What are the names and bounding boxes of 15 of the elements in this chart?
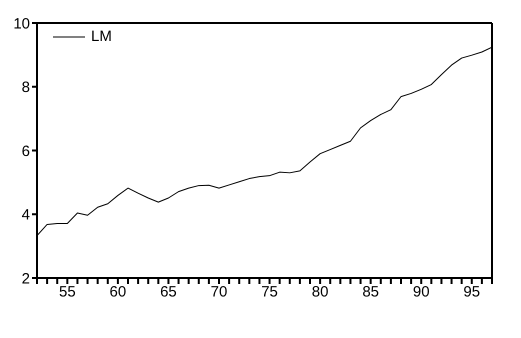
- x-tick-label: 80: [312, 284, 328, 301]
- y-tick-label: 6: [22, 142, 30, 160]
- x-tick-label: 60: [110, 284, 126, 301]
- x-tick-label: 55: [58, 284, 76, 301]
- x-tick-label: 90: [412, 284, 430, 301]
- y-tick-label: 8: [22, 79, 30, 96]
- x-tick-label: 70: [210, 284, 228, 301]
- y-tick-label: 4: [22, 206, 30, 224]
- x-tick-label: 85: [362, 284, 380, 301]
- y-tick-label: 2: [22, 270, 30, 288]
- x-tick-label: 65: [160, 284, 177, 301]
- x-tick-label: 75: [261, 284, 278, 301]
- legend-label: LM: [91, 28, 112, 45]
- y-tick-label: 10: [13, 15, 30, 32]
- x-tick-label: 95: [463, 284, 480, 301]
